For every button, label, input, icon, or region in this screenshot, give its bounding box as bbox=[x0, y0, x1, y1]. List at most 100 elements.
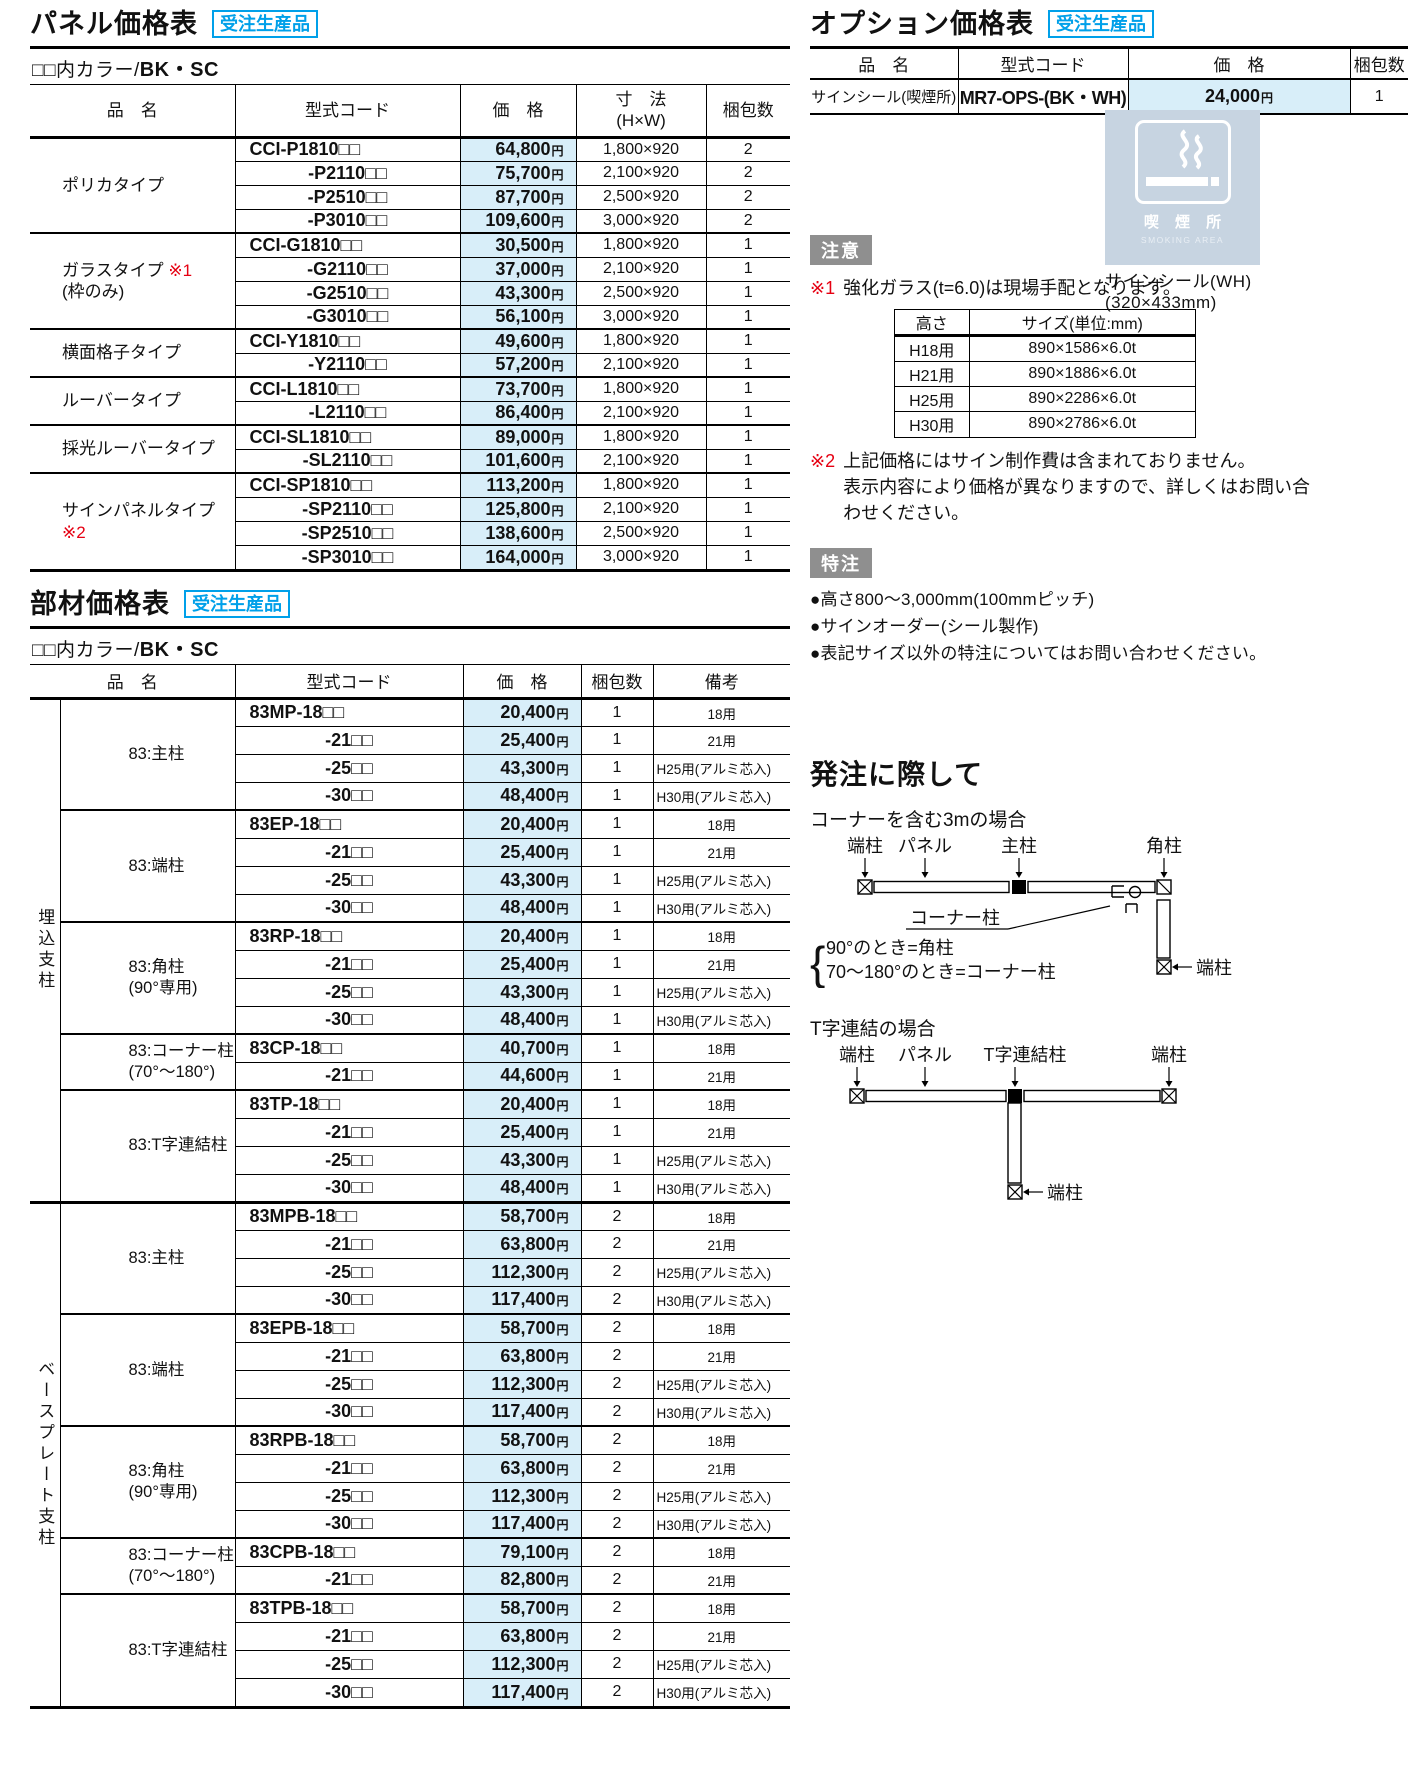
price-cell: 112,300円 bbox=[462, 1369, 582, 1399]
note-cell: 21用 bbox=[652, 1453, 791, 1483]
col-header-qty: 梱包数 bbox=[580, 664, 654, 699]
section-label-cell: 埋込支柱 bbox=[29, 697, 61, 1203]
qty-cell: 1 bbox=[580, 977, 654, 1007]
size-cell: 3,000×920 bbox=[575, 544, 707, 570]
model-code-cell: -21□□ bbox=[234, 1341, 464, 1371]
price-cell: 63,800円 bbox=[462, 1341, 582, 1371]
note-cell: H25用(アルミ芯入) bbox=[652, 865, 791, 895]
qty-cell: 1 bbox=[705, 232, 791, 258]
price-cell: 138,600円 bbox=[459, 520, 577, 546]
product-name-cell: 83:角柱 (90°専用) bbox=[59, 921, 236, 1035]
price-cell: 64,800円 bbox=[459, 136, 577, 162]
panel-table-row: -L2110□□ 86,400円 2,100×920 1 bbox=[30, 400, 791, 426]
product-name-cell: サインパネルタイプ ※2 bbox=[29, 472, 236, 570]
qty-cell: 1 bbox=[580, 1173, 654, 1203]
price-cell: 58,700円 bbox=[462, 1201, 582, 1231]
product-name-cell: 採光ルーバータイプ bbox=[29, 424, 236, 474]
glass-table-row: H25用 890×2286×6.0t bbox=[894, 386, 1196, 413]
note-2-text: 上記価格にはサイン制作費は含まれておりません。 表示内容により価格が異なりますの… bbox=[843, 448, 1310, 526]
color-note-prefix: □□内カラー/ bbox=[32, 640, 140, 661]
custom-badge: 特注 bbox=[810, 547, 872, 578]
col-header-price: 価 格 bbox=[459, 84, 577, 138]
note-2-ref: ※2 bbox=[810, 450, 836, 471]
qty-cell: 2 bbox=[580, 1201, 654, 1231]
note-cell: H30用(アルミ芯入) bbox=[652, 1285, 791, 1315]
parts-table-row: -30□□ 48,400円 1 H30用(アルミ芯入) bbox=[30, 1173, 791, 1203]
note-cell: 18用 bbox=[652, 809, 791, 839]
price-cell: 48,400円 bbox=[462, 1173, 582, 1203]
panel-table-row: -SP2110□□ 125,800円 2,100×920 1 bbox=[30, 496, 791, 522]
panel-section-header: パネル価格表 受注生産品 bbox=[30, 10, 790, 40]
qty-cell: 1 bbox=[705, 496, 791, 522]
qty-cell: 1 bbox=[705, 472, 791, 498]
col-header-qty: 梱包数 bbox=[1349, 48, 1408, 80]
model-code-cell: 83RP-18□□ bbox=[234, 921, 464, 951]
panel-table-row: -P3010□□ 109,600円 3,000×920 2 bbox=[30, 208, 791, 234]
model-code-cell: -SP3010□□ bbox=[234, 544, 461, 570]
panel-table-row: ルーバータイプ CCI-L1810□□ 73,700円 1,800×920 1 bbox=[29, 376, 791, 426]
main-post-label: 主柱 bbox=[1001, 836, 1037, 856]
title-rule bbox=[810, 46, 1408, 49]
price-cell: 43,300円 bbox=[462, 753, 582, 783]
model-code-cell: -30□□ bbox=[234, 1677, 464, 1707]
panel-icon bbox=[865, 1090, 1007, 1103]
qty-cell: 1 bbox=[580, 1089, 654, 1119]
price-cell: 109,600円 bbox=[459, 208, 577, 234]
order-made-badge: 受注生産品 bbox=[1048, 10, 1154, 38]
size-cell: 1,800×920 bbox=[575, 232, 707, 258]
panel-label: パネル bbox=[898, 836, 952, 856]
color-note: □□内カラー/BK・SC bbox=[30, 49, 790, 84]
t-post-icon bbox=[1008, 1089, 1022, 1104]
price-cell: 25,400円 bbox=[462, 837, 582, 867]
t-junction-diagram: 端柱 パネル T字連結柱 端柱 bbox=[839, 1045, 1187, 1203]
model-code-cell: 83TPB-18□□ bbox=[234, 1593, 464, 1623]
note-cell: 18用 bbox=[652, 921, 791, 951]
model-code-cell: 83EP-18□□ bbox=[234, 809, 464, 839]
size-cell: 890×1586×6.0t bbox=[968, 335, 1196, 363]
model-code-cell: -21□□ bbox=[234, 1061, 464, 1091]
note-cell: 18用 bbox=[652, 697, 791, 727]
price-cell: 40,700円 bbox=[462, 1033, 582, 1063]
product-name-cell: 83:T字連結柱 bbox=[59, 1593, 236, 1707]
price-cell: 30,500円 bbox=[459, 232, 577, 258]
price-cell: 58,700円 bbox=[462, 1313, 582, 1343]
note-2-line2: 表示内容により価格が異なりますので、詳しくはお問い合 bbox=[843, 476, 1311, 497]
price-cell: 43,300円 bbox=[462, 977, 582, 1007]
corner-layout-diagram: 端柱 パネル 主柱 角柱 コーナー柱 bbox=[810, 836, 1232, 988]
parts-table-row: -25□□ 112,300円 2 H25用(アルミ芯入) bbox=[30, 1257, 791, 1287]
qty-cell: 2 bbox=[580, 1369, 654, 1399]
color-note-value: BK・SC bbox=[139, 639, 219, 661]
panel-icon bbox=[1023, 1090, 1161, 1103]
model-code-cell: -25□□ bbox=[234, 1649, 464, 1679]
price-cell: 48,400円 bbox=[462, 781, 582, 811]
product-name-cell: 83:角柱 (90°専用) bbox=[59, 1425, 236, 1539]
model-code-cell: -25□□ bbox=[234, 753, 464, 783]
sign-frame bbox=[1134, 120, 1231, 204]
price-cell: 86,400円 bbox=[459, 400, 577, 426]
qty-cell: 2 bbox=[580, 1481, 654, 1511]
note-cell: 18用 bbox=[652, 1313, 791, 1343]
price-cell: 117,400円 bbox=[462, 1397, 582, 1427]
price-cell: 63,800円 bbox=[462, 1621, 582, 1651]
corner-post-label: コーナー柱 bbox=[910, 908, 1000, 928]
end-post-callout-label: 端柱 bbox=[1196, 958, 1232, 978]
price-cell: 101,600円 bbox=[459, 448, 577, 474]
note-1: ※1 強化ガラス(t=6.0)は現場手配となります。 bbox=[810, 275, 1408, 301]
model-code-cell: CCI-L1810□□ bbox=[234, 376, 461, 402]
parts-table-row: -30□□ 117,400円 2 H30用(アルミ芯入) bbox=[30, 1677, 791, 1707]
option-section-header: オプション価格表 受注生産品 bbox=[810, 10, 1408, 40]
down-arrow-icon bbox=[861, 858, 1168, 879]
qty-cell: 2 bbox=[580, 1677, 654, 1707]
product-name-cell: ルーバータイプ bbox=[29, 376, 236, 426]
qty-cell: 2 bbox=[580, 1257, 654, 1287]
size-cell: 2,100×920 bbox=[575, 400, 707, 426]
order-made-badge: 受注生産品 bbox=[212, 10, 318, 38]
qty-cell: 1 bbox=[580, 1117, 654, 1147]
rule-70-180: 70〜180°のとき=コーナー柱 bbox=[826, 962, 1056, 982]
model-code-cell: -L2110□□ bbox=[234, 400, 461, 426]
note-cell: 18用 bbox=[652, 1201, 791, 1231]
size-cell: 1,800×920 bbox=[575, 328, 707, 354]
panel-price-table: 品 名 型式コード 価 格 寸 法 (H×W) 梱包数 ポリカタイプ CCI-P18… bbox=[29, 84, 791, 570]
qty-cell: 2 bbox=[580, 1537, 654, 1567]
end-post-marker: 端柱 bbox=[1156, 958, 1232, 978]
